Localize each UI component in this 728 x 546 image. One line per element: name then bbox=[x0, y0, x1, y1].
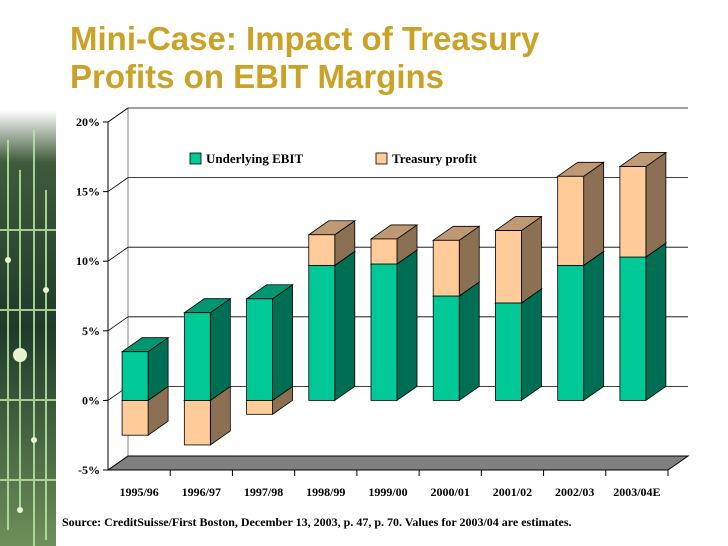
plot-floor bbox=[106, 455, 690, 471]
bar-treasury-5 bbox=[431, 225, 481, 297]
bar-treasury-8-front bbox=[619, 166, 647, 258]
bar-treasury-6-side bbox=[521, 215, 542, 304]
bar-treasury-4 bbox=[369, 224, 419, 265]
bar-ebit-4-side bbox=[396, 249, 418, 402]
decorative-circuit-strip bbox=[0, 110, 56, 546]
y-tick-labels: 20% 15% 10% 5% 0% -5% bbox=[76, 115, 100, 477]
bar-treasury-8 bbox=[618, 151, 668, 258]
bar-ebit-7-front bbox=[557, 264, 585, 401]
bar-treasury-8-side bbox=[645, 151, 667, 258]
bar-ebit-8 bbox=[618, 242, 668, 402]
bar-ebit-5 bbox=[431, 281, 481, 402]
bar-treasury-3-front bbox=[308, 234, 336, 266]
bar-ebit-3-front bbox=[308, 264, 336, 401]
source-note: Source: CreditSuisse/First Boston, Decem… bbox=[62, 515, 572, 529]
gridline-diag-3 bbox=[107, 316, 129, 332]
bar-treasury-4-front bbox=[370, 238, 398, 265]
y-tick-label-5: -5% bbox=[78, 463, 100, 477]
bar-treasury-7-side bbox=[583, 161, 605, 267]
bar-ebit-3 bbox=[307, 250, 357, 402]
x-tick-label-1: 1996/97 bbox=[182, 485, 221, 499]
x-tick-label-3: 1998/99 bbox=[306, 485, 345, 499]
bar-ebit-2-front bbox=[246, 298, 273, 401]
bar-treasury-0-front bbox=[121, 399, 149, 436]
bar-treasury-0 bbox=[120, 385, 170, 436]
bar-treasury-7-front bbox=[557, 175, 585, 266]
bar-ebit-1 bbox=[183, 297, 232, 402]
slide-title: Mini-Case: Impact of Treasury Profits on… bbox=[70, 20, 539, 96]
bar-ebit-1-front bbox=[183, 312, 211, 401]
bar-ebit-4-front bbox=[370, 263, 398, 401]
bar-treasury-6-front bbox=[495, 230, 522, 304]
gridline-diag-2 bbox=[107, 246, 129, 262]
bar-ebit-8-side bbox=[645, 242, 667, 402]
bar-ebit-8-front bbox=[619, 256, 647, 401]
x-tick-label-0: 1995/96 bbox=[119, 485, 158, 499]
bar-ebit-0-front bbox=[121, 351, 149, 401]
x-tick-label-5: 2000/01 bbox=[431, 485, 470, 499]
bar-ebit-4 bbox=[369, 249, 419, 402]
legend-label-ebit: Underlying EBIT bbox=[206, 151, 303, 166]
x-tick-labels: 1995/96 1996/97 1997/98 1998/99 1999/00 2000/… bbox=[119, 485, 660, 499]
bar-ebit-7-side bbox=[583, 250, 605, 402]
bar-treasury-2-front bbox=[246, 399, 273, 415]
legend-swatch-treasury bbox=[375, 152, 388, 165]
bar-ebit-6 bbox=[494, 288, 543, 402]
x-tick-label-8: 2003/04E bbox=[613, 485, 660, 499]
bars bbox=[120, 151, 668, 446]
x-tick-label-6: 2001/02 bbox=[493, 485, 532, 499]
bar-ebit-3-side bbox=[334, 250, 356, 402]
bar-ebit-2-side bbox=[272, 284, 293, 402]
x-tick-label-2: 1997/98 bbox=[244, 485, 283, 499]
title-line-2: Profits on EBIT Margins bbox=[70, 58, 445, 95]
y-tick-label-1: 15% bbox=[76, 185, 100, 199]
x-tick-label-4: 1999/00 bbox=[368, 485, 407, 499]
bar-ebit-0 bbox=[120, 336, 170, 402]
bar-ebit-6-front bbox=[495, 302, 522, 401]
legend-swatch-ebit bbox=[189, 152, 202, 165]
legend-label-treasury: Treasury profit bbox=[392, 151, 478, 166]
legend: Underlying EBIT Treasury profit bbox=[189, 151, 478, 166]
stacked-bar-chart: 20%15%10%5%0%-5% 1995/96 1996/97 1997/98 19… bbox=[76, 107, 690, 499]
bar-treasury-7 bbox=[556, 161, 605, 267]
y-tick-label-0: 20% bbox=[76, 115, 100, 129]
y-tick-label-3: 5% bbox=[82, 324, 100, 338]
bar-ebit-5-side bbox=[458, 281, 480, 402]
gridline-diag-0 bbox=[107, 107, 129, 123]
bar-ebit-7 bbox=[556, 250, 605, 402]
y-tick-label-2: 10% bbox=[76, 254, 100, 268]
bar-treasury-3 bbox=[307, 219, 357, 267]
gridline-diag-1 bbox=[107, 177, 129, 192]
bar-ebit-1-side bbox=[209, 297, 231, 402]
bar-treasury-1-front bbox=[183, 399, 211, 446]
x-tick-label-7: 2002/03 bbox=[555, 485, 594, 499]
bar-ebit-2 bbox=[245, 284, 294, 402]
title-line-1: Mini-Case: Impact of Treasury bbox=[70, 20, 540, 57]
bar-treasury-6 bbox=[494, 215, 543, 304]
axes bbox=[103, 121, 669, 476]
circuit-pattern-graphic bbox=[0, 110, 56, 546]
y-tick-label-4: 0% bbox=[82, 393, 100, 407]
bar-treasury-5-front bbox=[432, 239, 460, 297]
bar-ebit-6-side bbox=[521, 288, 542, 402]
bar-ebit-5-front bbox=[432, 295, 460, 401]
